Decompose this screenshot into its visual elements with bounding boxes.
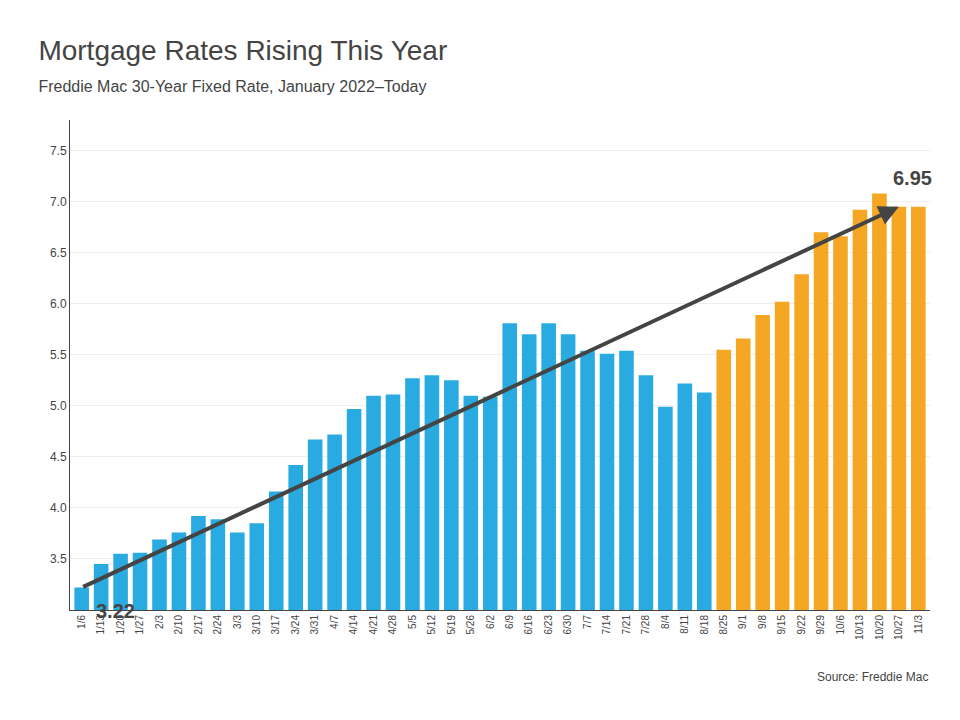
svg-text:4.0: 4.0 [50, 501, 67, 515]
svg-text:7/21: 7/21 [621, 615, 632, 635]
svg-text:1/13: 1/13 [95, 615, 106, 635]
svg-text:10/20: 10/20 [874, 615, 885, 640]
svg-text:6.95: 6.95 [893, 167, 932, 189]
svg-text:5/26: 5/26 [465, 615, 476, 635]
svg-text:3.5: 3.5 [50, 552, 67, 566]
svg-text:10/27: 10/27 [893, 615, 904, 640]
svg-text:7/7: 7/7 [582, 615, 593, 629]
svg-text:6/30: 6/30 [562, 615, 573, 635]
svg-text:2/3: 2/3 [154, 615, 165, 629]
svg-text:4/21: 4/21 [368, 615, 379, 635]
svg-text:2/10: 2/10 [173, 615, 184, 635]
svg-text:9/22: 9/22 [796, 615, 807, 635]
svg-text:7/28: 7/28 [640, 615, 651, 635]
svg-text:1/20: 1/20 [115, 615, 126, 635]
svg-text:Freddie Mac 30-Year Fixed Rate: Freddie Mac 30-Year Fixed Rate, January … [38, 78, 426, 95]
svg-text:5.5: 5.5 [50, 348, 67, 362]
svg-text:3/31: 3/31 [309, 615, 320, 635]
svg-text:3/3: 3/3 [232, 615, 243, 629]
svg-text:3.22: 3.22 [96, 600, 135, 622]
svg-text:6/16: 6/16 [523, 615, 534, 635]
svg-text:4/7: 4/7 [329, 615, 340, 629]
svg-text:9/29: 9/29 [815, 615, 826, 635]
svg-text:11/3: 11/3 [913, 615, 924, 634]
svg-text:10/6: 10/6 [835, 615, 846, 635]
svg-text:3/10: 3/10 [251, 615, 262, 635]
svg-text:4/28: 4/28 [387, 615, 398, 635]
svg-text:8/11: 8/11 [679, 615, 690, 634]
svg-text:6/23: 6/23 [543, 615, 554, 635]
svg-text:7.0: 7.0 [50, 195, 67, 209]
svg-text:5/19: 5/19 [446, 615, 457, 635]
svg-text:7/14: 7/14 [601, 615, 612, 635]
svg-text:6/9: 6/9 [504, 615, 515, 629]
svg-text:9/1: 9/1 [737, 615, 748, 629]
svg-text:5/5: 5/5 [407, 615, 418, 629]
svg-text:4.5: 4.5 [50, 450, 67, 464]
svg-text:3/17: 3/17 [270, 615, 281, 635]
svg-text:Mortgage Rates Rising This Yea: Mortgage Rates Rising This Year [38, 35, 447, 66]
svg-text:6.5: 6.5 [50, 246, 67, 260]
svg-text:8/18: 8/18 [699, 615, 710, 635]
svg-text:9/15: 9/15 [776, 615, 787, 635]
svg-text:2/24: 2/24 [212, 615, 223, 635]
svg-text:4/14: 4/14 [348, 615, 359, 635]
svg-text:6.0: 6.0 [50, 297, 67, 311]
svg-text:1/27: 1/27 [134, 615, 145, 635]
svg-text:8/25: 8/25 [718, 615, 729, 635]
svg-text:7.5: 7.5 [50, 144, 67, 158]
svg-text:5/12: 5/12 [426, 615, 437, 635]
svg-text:10/13: 10/13 [854, 615, 865, 640]
svg-text:8/4: 8/4 [660, 615, 671, 629]
svg-text:9/8: 9/8 [757, 615, 768, 629]
svg-text:2/17: 2/17 [193, 615, 204, 635]
svg-text:5.0: 5.0 [50, 399, 67, 413]
svg-text:Source: Freddie Mac: Source: Freddie Mac [817, 670, 928, 684]
svg-text:6/2: 6/2 [485, 615, 496, 629]
svg-text:3/24: 3/24 [290, 615, 301, 635]
svg-text:1/6: 1/6 [76, 615, 87, 629]
